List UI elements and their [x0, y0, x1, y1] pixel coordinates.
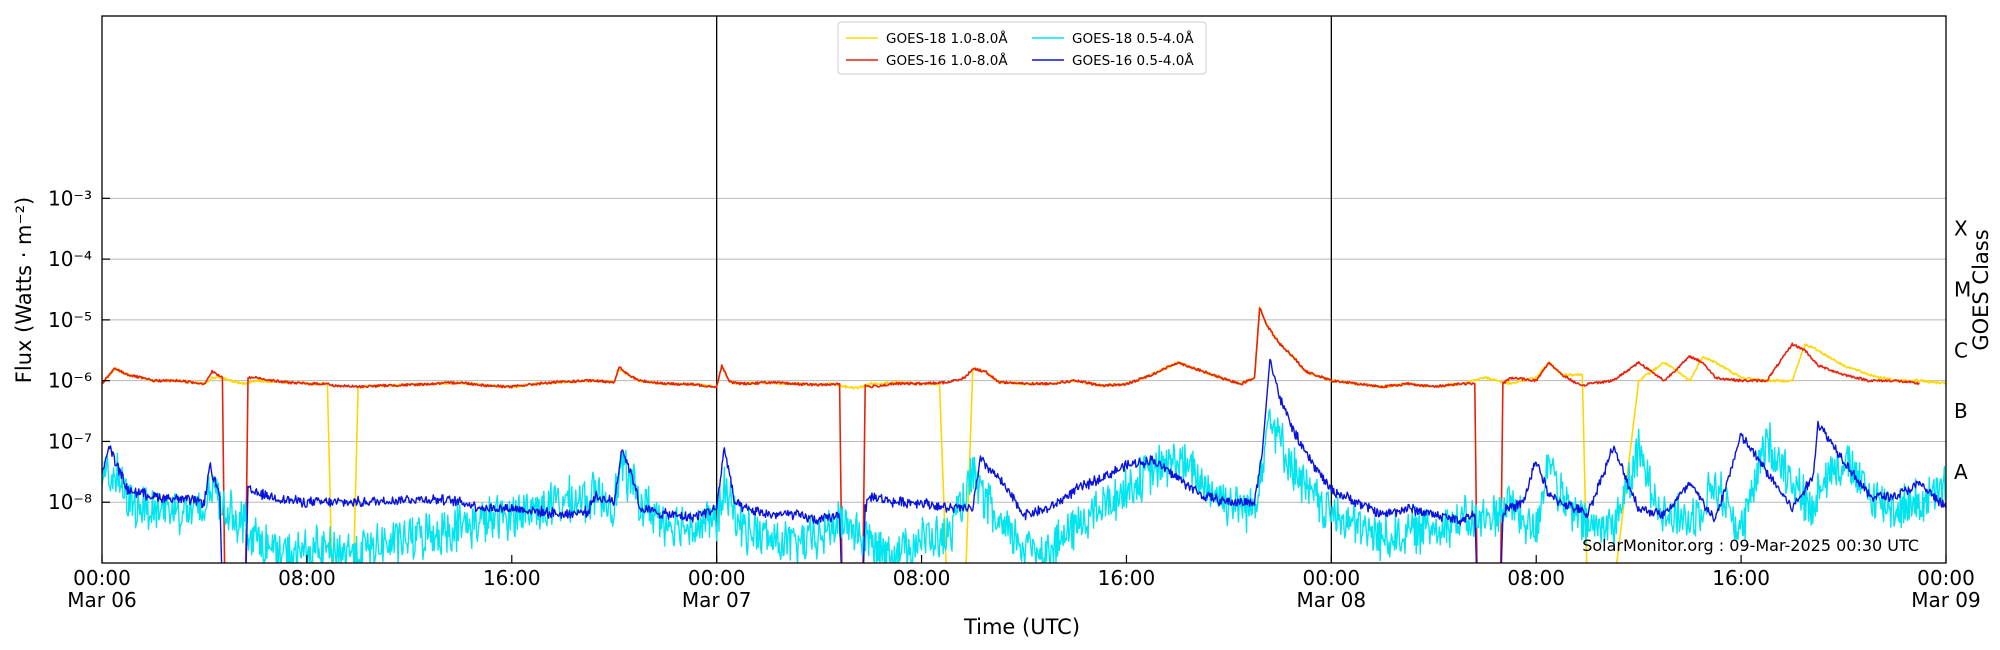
goes-class-B: B [1954, 399, 1968, 423]
x-tick-time-3: 00:00 [688, 566, 746, 590]
x-tick-time-1: 08:00 [278, 566, 336, 590]
x-tick-date-9: Mar 09 [1911, 588, 1981, 612]
x-tick-time-8: 16:00 [1712, 566, 1770, 590]
series-layer [102, 306, 1946, 563]
goes-class-A: A [1954, 460, 1968, 484]
x-tick-time-9: 00:00 [1917, 566, 1975, 590]
goes-class-C: C [1954, 338, 1968, 362]
x-tick-time-0: 00:00 [73, 566, 131, 590]
y-tick-label-2: 10⁻⁶ [48, 369, 92, 393]
series-line-3 [102, 358, 1946, 563]
x-tick-date-6: Mar 08 [1297, 588, 1367, 612]
legend-label-0: GOES-18 1.0-8.0Å [886, 30, 1008, 47]
legend-label-1: GOES-16 1.0-8.0Å [886, 52, 1008, 69]
y-tick-label-4: 10⁻⁴ [48, 247, 92, 271]
x-tick-date-0: Mar 06 [67, 588, 137, 612]
y-axis-right-label: GOES Class [1969, 229, 1993, 350]
x-tick-time-5: 16:00 [1098, 566, 1156, 590]
goes-class-M: M [1954, 278, 1971, 302]
x-tick-time-4: 08:00 [893, 566, 951, 590]
series-line-2 [102, 408, 1946, 563]
series-line-1 [102, 307, 1920, 563]
legend-label-3: GOES-16 0.5-4.0Å [1072, 52, 1194, 69]
y-axis-ticks: 10⁻⁸ 10⁻⁷ 10⁻⁶ 10⁻⁵ 10⁻⁴ 10⁻³ [48, 186, 110, 514]
x-tick-date-3: Mar 07 [682, 588, 752, 612]
x-tick-time-7: 08:00 [1507, 566, 1565, 590]
grid-lines [102, 197, 1946, 503]
goes-class-X: X [1954, 217, 1968, 241]
y-tick-label-5: 10⁻³ [48, 186, 92, 210]
y-tick-label-0: 10⁻⁸ [48, 490, 92, 514]
day-boundary-lines [716, 16, 1332, 563]
x-tick-time-6: 00:00 [1303, 566, 1361, 590]
x-axis-label: Time (UTC) [963, 615, 1080, 639]
legend: GOES-18 1.0-8.0Å GOES-18 0.5-4.0Å GOES-16 … [837, 21, 1207, 75]
watermark-text: SolarMonitor.org : 09-Mar-2025 00:30 UTC [1582, 536, 1919, 555]
goes-class-labels: A B C M X [1954, 217, 1971, 484]
y-tick-label-3: 10⁻⁵ [48, 308, 92, 332]
y-axis-label: Flux (Watts · m⁻²) [12, 197, 36, 383]
x-tick-time-2: 16:00 [483, 566, 541, 590]
plot-frame [101, 15, 1947, 564]
y-tick-label-1: 10⁻⁷ [48, 429, 92, 453]
legend-box [837, 21, 1207, 75]
legend-label-2: GOES-18 0.5-4.0Å [1072, 30, 1194, 47]
